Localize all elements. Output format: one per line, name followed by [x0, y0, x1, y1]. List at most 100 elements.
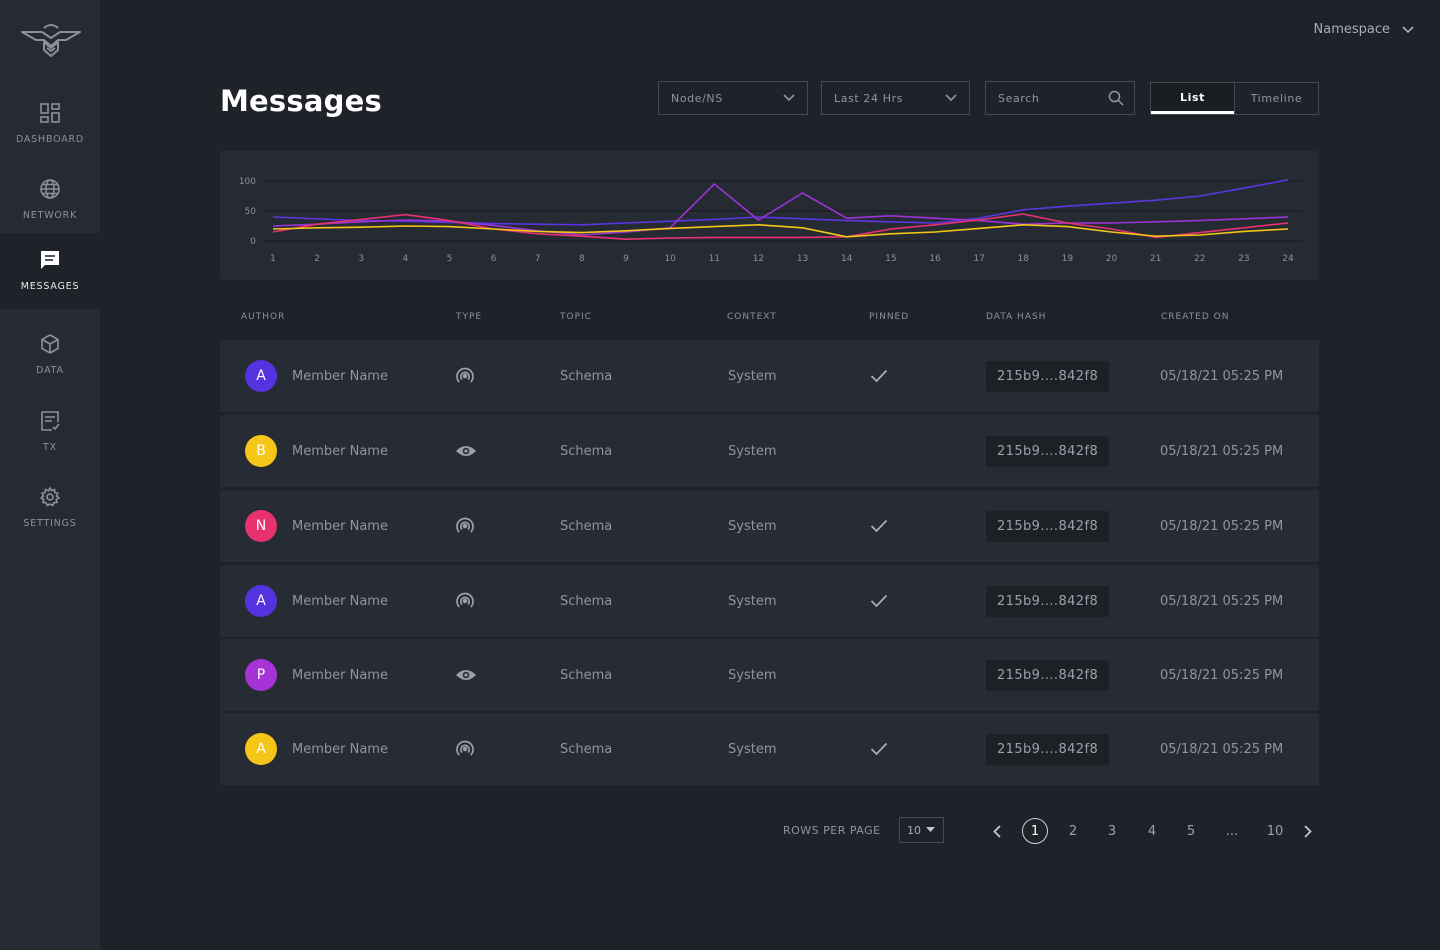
- sidebar-item-settings[interactable]: SETTINGS: [0, 470, 100, 546]
- page-button-10[interactable]: 10: [1266, 823, 1284, 839]
- context-cell: System: [728, 667, 777, 683]
- page-button-4[interactable]: 4: [1147, 823, 1157, 839]
- table-header: AUTHOR TYPE TOPIC CONTEXT PINNED DATA HA…: [220, 312, 1319, 326]
- pinned-cell: [870, 713, 888, 785]
- search-input[interactable]: [998, 91, 1098, 105]
- page-button-5[interactable]: 5: [1186, 823, 1196, 839]
- author-cell: N Member Name: [245, 490, 388, 562]
- x-tick-label: 15: [885, 254, 896, 264]
- type-cell: [455, 340, 475, 412]
- broadcast-icon: [456, 367, 474, 383]
- table-row[interactable]: P Member Name Schema System 215b9....842f8 05…: [220, 639, 1319, 711]
- namespace-dropdown[interactable]: Namespace: [1314, 22, 1415, 37]
- author-cell: A Member Name: [245, 340, 388, 412]
- sidebar-item-messages[interactable]: MESSAGES: [0, 233, 100, 309]
- next-page-button[interactable]: [1301, 818, 1315, 844]
- sidebar-item-label: DATA: [36, 365, 64, 376]
- author-cell: A Member Name: [245, 713, 388, 785]
- column-header-pinned[interactable]: PINNED: [869, 312, 910, 322]
- sidebar: DASHBOARD NETWORK MESSAGES DATA TX SETTI…: [0, 0, 100, 950]
- data-hash-cell: 215b9....842f8: [986, 713, 1110, 785]
- avatar-initial: A: [256, 741, 266, 757]
- messages-chart: 0 50 100 1 2 3 4 5 6 7 8 9 10 11 12 13 14 15 16 17 18 19 20 21 2…: [220, 151, 1319, 280]
- table-row[interactable]: B Member Name Schema System 215b9....842f8 05…: [220, 415, 1319, 487]
- avatar-initial: P: [256, 667, 266, 683]
- previous-page-button[interactable]: [990, 818, 1004, 844]
- table-row[interactable]: A Member Name Schema System 215b9....842f8 05…: [220, 565, 1319, 637]
- search-icon[interactable]: [1108, 90, 1124, 106]
- series-line-1[interactable]: [272, 179, 1289, 226]
- sidebar-item-dashboard[interactable]: DASHBOARD: [0, 86, 100, 162]
- x-tick-label: 2: [314, 254, 320, 264]
- table-row[interactable]: N Member Name Schema System 215b9....842f8 05…: [220, 490, 1319, 562]
- series-line-3[interactable]: [272, 213, 1289, 240]
- topic-cell: Schema: [560, 518, 613, 534]
- data-hash-chip[interactable]: 215b9....842f8: [986, 659, 1110, 691]
- firefly-logo-icon[interactable]: [20, 20, 82, 60]
- time-range-select[interactable]: Last 24 Hrs: [821, 81, 970, 115]
- table-row[interactable]: A Member Name Schema System 215b9....842f8 05…: [220, 340, 1319, 412]
- author-name: Member Name: [292, 368, 388, 384]
- avatar[interactable]: A: [245, 360, 277, 392]
- data-hash-cell: 215b9....842f8: [986, 565, 1110, 637]
- topic-cell: Schema: [560, 368, 613, 384]
- chevron-down-icon: [1402, 25, 1414, 33]
- context-cell: System: [728, 741, 777, 757]
- x-tick-label: 3: [358, 254, 364, 264]
- data-hash-chip[interactable]: 215b9....842f8: [986, 510, 1110, 542]
- data-hash-cell: 215b9....842f8: [986, 340, 1110, 412]
- sidebar-item-tx[interactable]: TX: [0, 394, 100, 470]
- created-on-cell: 05/18/21 05:25 PM: [1160, 667, 1284, 683]
- column-header-context[interactable]: CONTEXT: [727, 312, 777, 322]
- timeline-view-tab[interactable]: Timeline: [1234, 83, 1318, 114]
- page-ellipsis: ...: [1225, 823, 1239, 839]
- column-header-type[interactable]: TYPE: [456, 312, 483, 322]
- node-ns-select[interactable]: Node/NS: [658, 81, 808, 115]
- page-button-2[interactable]: 2: [1068, 823, 1078, 839]
- avatar-initial: N: [255, 518, 267, 534]
- check-icon: [870, 594, 888, 608]
- avatar[interactable]: A: [245, 585, 277, 617]
- author-name: Member Name: [292, 593, 388, 609]
- avatar-initial: B: [256, 443, 266, 459]
- column-header-data-hash[interactable]: DATA HASH: [986, 312, 1047, 322]
- page-button-3[interactable]: 3: [1107, 823, 1117, 839]
- data-hash-chip[interactable]: 215b9....842f8: [986, 360, 1110, 392]
- author-cell: A Member Name: [245, 565, 388, 637]
- avatar[interactable]: B: [245, 435, 277, 467]
- context-cell: System: [728, 368, 777, 384]
- column-header-topic[interactable]: TOPIC: [560, 312, 592, 322]
- list-view-tab[interactable]: List: [1151, 83, 1234, 114]
- sidebar-item-label: SETTINGS: [23, 518, 77, 529]
- sidebar-item-data[interactable]: DATA: [0, 317, 100, 393]
- data-hash-chip[interactable]: 215b9....842f8: [986, 435, 1110, 467]
- globe-icon: [40, 179, 60, 199]
- data-hash-chip[interactable]: 215b9....842f8: [986, 585, 1110, 617]
- namespace-label: Namespace: [1313, 22, 1391, 37]
- table-row[interactable]: A Member Name Schema System 215b9....842f8 05…: [220, 713, 1319, 785]
- avatar[interactable]: A: [245, 733, 277, 765]
- series-line-4[interactable]: [272, 224, 1289, 238]
- x-tick-label: 10: [664, 254, 676, 264]
- chevron-right-icon: [1304, 824, 1312, 838]
- x-tick-label: 13: [797, 254, 808, 264]
- x-tick-label: 1: [270, 254, 276, 264]
- type-cell: [455, 713, 475, 785]
- x-tick-label: 11: [709, 254, 720, 264]
- avatar[interactable]: P: [245, 659, 277, 691]
- gear-icon: [39, 486, 61, 507]
- column-header-author[interactable]: AUTHOR: [241, 312, 286, 322]
- column-header-created-on[interactable]: CREATED ON: [1161, 312, 1230, 322]
- data-hash-cell: 215b9....842f8: [986, 415, 1110, 487]
- avatar[interactable]: N: [245, 510, 277, 542]
- context-cell: System: [728, 593, 777, 609]
- series-line-2[interactable]: [272, 183, 1289, 236]
- page-button-1[interactable]: 1: [1022, 818, 1048, 844]
- view-toggle: List Timeline: [1150, 82, 1319, 115]
- rows-per-page-select[interactable]: 10: [899, 817, 944, 843]
- data-hash-chip[interactable]: 215b9....842f8: [986, 733, 1110, 765]
- sidebar-item-network[interactable]: NETWORK: [0, 162, 100, 238]
- x-tick-label: 9: [623, 254, 629, 264]
- check-icon: [870, 742, 888, 756]
- check-icon: [870, 369, 888, 383]
